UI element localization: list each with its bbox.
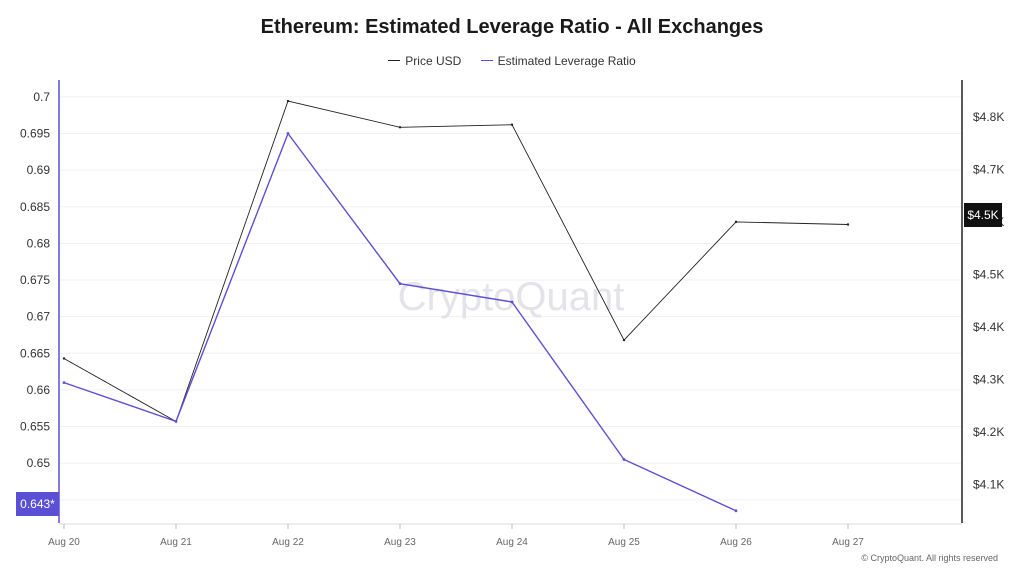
left-tick-label: 0.655 [20, 420, 50, 434]
current-right-badge: $4.5K [964, 203, 1002, 227]
right-tick-label: $4.1K [973, 478, 1004, 492]
price-point [622, 338, 626, 342]
legend-label-leverage: Estimated Leverage Ratio [497, 53, 636, 68]
left-axis-ticks: 0.6450.650.6550.660.6650.670.6750.680.68… [20, 90, 50, 507]
copyright-footer: © CryptoQuant. All rights reserved [861, 553, 998, 563]
left-tick-label: 0.675 [20, 273, 50, 287]
left-tick-label: 0.68 [27, 236, 51, 250]
left-tick-label: 0.7 [33, 90, 50, 104]
current-right-label: $4.5K [967, 208, 998, 222]
left-tick-label: 0.69 [27, 163, 51, 177]
left-tick-label: 0.695 [20, 126, 50, 140]
right-tick-label: $4.3K [973, 373, 1004, 387]
series-points [62, 99, 850, 513]
price-point [510, 123, 514, 126]
x-tick-label: Aug 24 [496, 537, 528, 548]
left-tick-label: 0.685 [20, 200, 50, 214]
price-point [286, 99, 290, 103]
series-line-price [63, 100, 849, 423]
x-tick-label: Aug 22 [272, 537, 304, 548]
legend-swatch-price [388, 60, 401, 61]
right-tick-label: $4.4K [973, 320, 1004, 334]
price-point [846, 223, 850, 226]
chart-title: Ethereum: Estimated Leverage Ratio - All… [260, 16, 764, 38]
left-tick-label: 0.65 [27, 456, 51, 470]
x-tick-label: Aug 26 [720, 537, 752, 548]
x-axis-ticks: Aug 20 Aug 21 Aug 22 Aug 23 Aug 24 Aug 25 Aug … [48, 524, 864, 548]
price-point [62, 357, 66, 360]
leverage-point [174, 420, 178, 423]
legend-label-price: Price USD [405, 53, 462, 68]
series-line-leverage [63, 132, 737, 512]
left-tick-label: 0.665 [20, 346, 50, 360]
current-left-label: 0.643* [20, 497, 55, 511]
x-tick-label: Aug 23 [384, 537, 416, 548]
current-left-badge: 0.643* [16, 492, 59, 516]
leverage-point [62, 381, 66, 384]
price-point [734, 220, 738, 224]
legend-item-leverage[interactable]: Estimated Leverage Ratio [480, 53, 636, 68]
x-tick-label: Aug 27 [832, 537, 864, 548]
x-tick-label: Aug 25 [608, 537, 640, 548]
left-tick-label: 0.67 [27, 310, 51, 324]
chart-legend: Price USD Estimated Leverage Ratio [0, 50, 1024, 68]
right-tick-label: $4.7K [973, 162, 1004, 176]
leverage-point [734, 509, 738, 513]
right-tick-label: $4.8K [973, 110, 1004, 124]
watermark: CryptoQuant [398, 275, 625, 319]
x-tick-label: Aug 20 [48, 537, 80, 548]
leverage-point [286, 132, 290, 135]
legend-swatch-leverage [480, 60, 493, 61]
price-point [398, 126, 402, 129]
legend-item-price[interactable]: Price USD [388, 54, 461, 68]
right-axis-ticks: $4.1K$4.2K$4.3K$4.4K$4.5K$4.6K$4.7K$4.8K [973, 110, 1004, 492]
leverage-point [622, 458, 626, 461]
grid-lines [59, 96, 962, 501]
leverage-point [510, 300, 514, 304]
right-tick-label: $4.5K [973, 267, 1004, 281]
x-tick-label: Aug 21 [160, 537, 192, 548]
right-tick-label: $4.2K [973, 425, 1004, 439]
left-tick-label: 0.66 [27, 383, 51, 397]
leverage-point [398, 282, 402, 286]
